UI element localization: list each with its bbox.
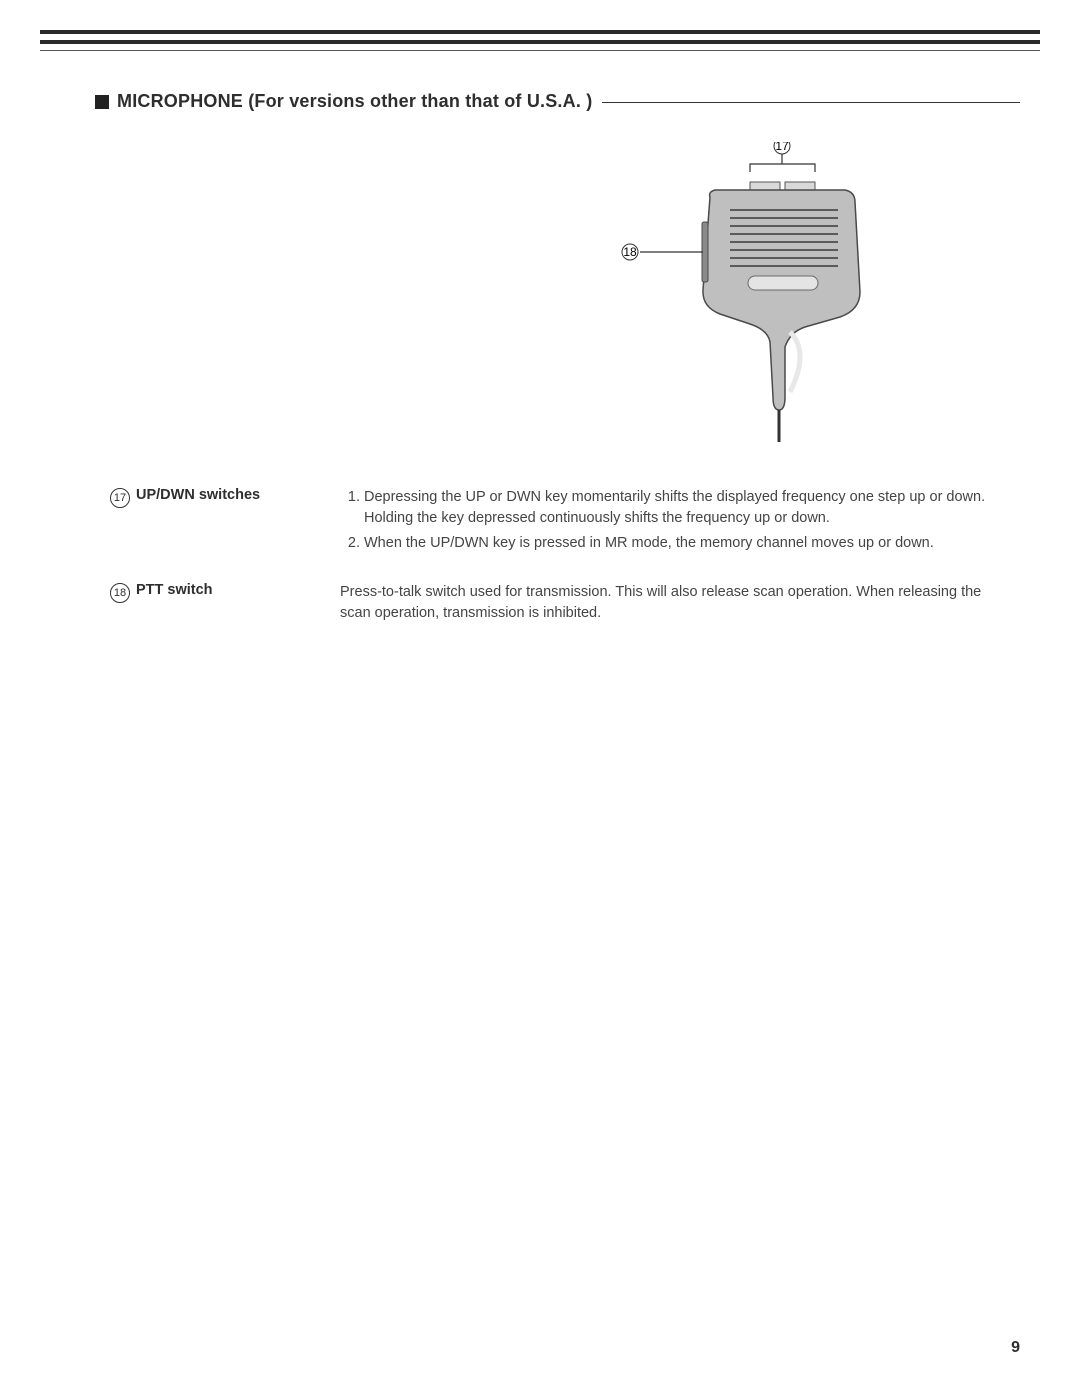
heading-rule: [602, 102, 1020, 103]
microphone-svg: 17: [580, 142, 920, 452]
heading-bullet-icon: [95, 95, 109, 109]
definition-body: Depressing the UP or DWN key momentarily…: [340, 487, 1000, 558]
definition-label-text: UP/DWN switches: [136, 487, 260, 503]
definition-label-text: PTT switch: [136, 582, 213, 598]
top-rule-outer: [40, 30, 1040, 44]
top-rule-inner: [40, 50, 1040, 51]
definition-item: 18 PTT switch Press-to-talk switch used …: [110, 582, 1000, 624]
definitions: 17 UP/DWN switches Depressing the UP or …: [110, 487, 1000, 624]
callout-17-label: 17: [775, 142, 789, 153]
section-heading: MICROPHONE (For versions other than that…: [95, 91, 1020, 112]
definition-number-circle: 18: [110, 583, 130, 603]
page-number: 9: [1011, 1339, 1020, 1357]
definition-item: 17 UP/DWN switches Depressing the UP or …: [110, 487, 1000, 558]
definition-number-circle: 17: [110, 488, 130, 508]
definition-label: 17 UP/DWN switches: [110, 487, 340, 558]
definition-list-item: Depressing the UP or DWN key momentarily…: [364, 487, 1000, 529]
definition-body: Press-to-talk switch used for transmissi…: [340, 582, 1000, 624]
heading-title: MICROPHONE (For versions other than that…: [117, 91, 592, 112]
microphone-illustration: 17: [580, 142, 920, 457]
definition-label: 18 PTT switch: [110, 582, 340, 624]
page: MICROPHONE (For versions other than that…: [0, 0, 1080, 1397]
callout-18-label: 18: [623, 245, 637, 259]
definition-list-item: When the UP/DWN key is pressed in MR mod…: [364, 533, 1000, 554]
